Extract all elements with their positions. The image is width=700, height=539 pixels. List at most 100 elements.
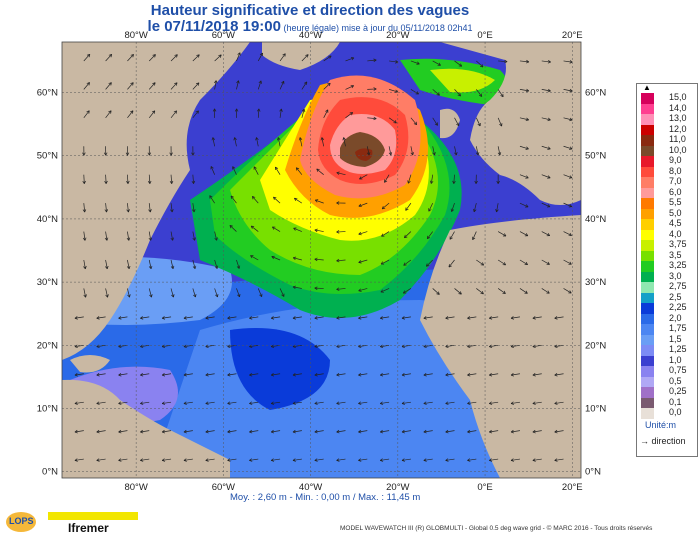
direction-arrow [83, 110, 90, 119]
legend-label: 0,25 [669, 386, 687, 396]
legend-label: 5,0 [669, 207, 682, 218]
direction-arrow [183, 316, 193, 320]
longitude-label: 20°W [386, 30, 409, 41]
direction-arrow [148, 54, 156, 62]
direction-arrow [126, 231, 131, 241]
direction-arrow [554, 373, 564, 377]
legend-label: 0,1 [669, 396, 682, 407]
direction-arrow [425, 259, 433, 267]
direction-arrow [519, 174, 529, 179]
legend-label: 2,75 [669, 281, 687, 291]
latitude-label: 30°N [585, 277, 606, 288]
legend-label: 2,25 [669, 302, 687, 312]
direction-arrow [467, 458, 477, 462]
direction-arrow [450, 203, 455, 212]
direction-arrow [183, 458, 193, 462]
direction-arrow [554, 458, 564, 462]
lops-logo: LOPS [6, 512, 40, 534]
direction-arrow [367, 58, 377, 63]
direction-arrow [271, 255, 281, 261]
direction-arrow [563, 202, 573, 208]
direction-arrow [381, 202, 390, 210]
legend-entry: 0,25 [641, 386, 695, 399]
direction-arrow [473, 203, 477, 213]
direction-arrow [497, 231, 507, 237]
direction-arrow [510, 373, 520, 377]
direction-arrow [336, 316, 346, 320]
direction-arrow [230, 195, 237, 204]
direction-arrow [74, 458, 84, 462]
direction-arrow [423, 373, 433, 377]
direction-arrow [126, 259, 131, 270]
direction-arrow [249, 401, 259, 405]
direction-arrow [367, 116, 377, 121]
direction-arrow [96, 373, 106, 377]
direction-arrow [359, 174, 368, 180]
direction-arrow [295, 167, 303, 175]
direction-arrow [183, 401, 193, 405]
legend-entry: 3,25 [641, 260, 695, 273]
direction-arrow [270, 401, 281, 405]
direction-arrow [379, 458, 390, 462]
direction-arrow [104, 203, 109, 213]
legend-entry: 0,0 [641, 407, 695, 420]
legend-swatch [641, 187, 654, 198]
legend-entry: 8,0 [641, 166, 695, 179]
direction-arrow [497, 146, 502, 156]
direction-arrow [170, 259, 175, 269]
direction-arrow [104, 174, 108, 184]
direction-arrow [314, 199, 324, 204]
direction-arrow [314, 228, 324, 233]
latitude-label: 20°N [585, 340, 606, 351]
legend-swatch [641, 135, 654, 146]
direction-arrow [118, 373, 128, 377]
direction-arrow [426, 231, 433, 240]
direction-arrow [449, 231, 455, 240]
direction-arrow [256, 108, 261, 118]
direction-arrow [498, 59, 508, 64]
direction-arrow [316, 168, 324, 175]
legend-swatch [641, 271, 654, 282]
direction-arrow [519, 288, 528, 294]
legend-swatch [641, 240, 654, 251]
direction-arrow [227, 373, 237, 377]
longitude-label: 40°W [299, 482, 322, 493]
legend-entry: 2,0 [641, 313, 695, 326]
direction-arrow [183, 373, 193, 377]
direction-arrow [432, 146, 436, 156]
longitude-label: 20°E [562, 30, 583, 41]
direction-arrow [82, 146, 86, 156]
legend-entry: 7,0 [641, 176, 695, 189]
legend-label: 15,0 [669, 92, 687, 102]
direction-arrow [104, 231, 109, 241]
north-america [62, 42, 250, 360]
direction-arrow [467, 316, 477, 320]
direction-arrow [192, 288, 197, 298]
direction-arrow [161, 344, 172, 349]
legend-swatch [641, 397, 654, 408]
direction-arrow [510, 316, 520, 320]
direction-arrow [563, 145, 573, 150]
direction-arrow [126, 174, 130, 184]
direction-arrow [474, 174, 478, 184]
direction-arrow [476, 259, 485, 266]
direction-arrow [227, 429, 237, 434]
legend-entry: 15,0 [641, 92, 695, 105]
latitude-label: 0°N [42, 467, 58, 478]
latitude-label: 40°N [37, 214, 58, 225]
forecast-date: le 07/11/2018 19:00 [147, 18, 281, 35]
legend-label: 2,5 [669, 291, 682, 302]
direction-arrow [423, 458, 433, 462]
legend-entry: 3,5 [641, 250, 695, 263]
direction-arrow [118, 344, 128, 349]
direction-arrow [292, 256, 302, 261]
direction-arrow [74, 316, 84, 320]
direction-arrow [270, 458, 281, 462]
direction-arrow [214, 54, 222, 62]
direction-arrow [358, 288, 368, 292]
longitude-label: 60°W [212, 482, 235, 493]
direction-arrow [367, 87, 377, 91]
direction-arrow [105, 288, 109, 298]
legend-label: 0,0 [669, 407, 682, 417]
legend-swatch [641, 219, 654, 230]
